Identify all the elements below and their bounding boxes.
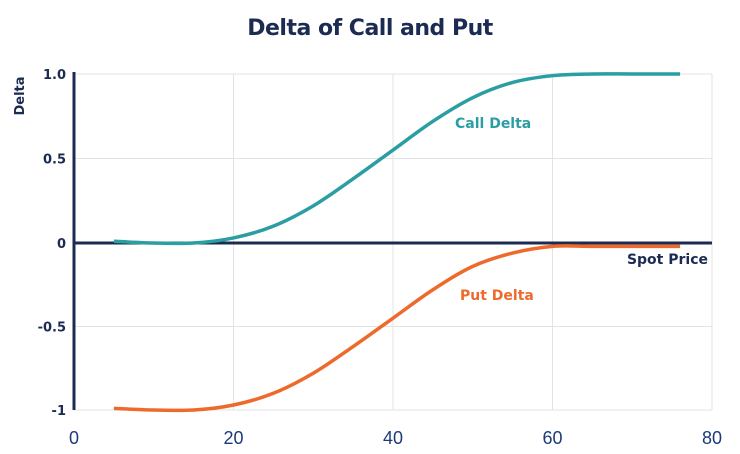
y-tick-label: 1.0: [43, 68, 66, 83]
y-tick-label: -0.5: [38, 321, 66, 336]
x-tick-label: 20: [223, 428, 243, 448]
y-tick-label: 0.5: [43, 153, 66, 168]
x-tick-label: 80: [702, 428, 722, 448]
x-tick-label: 0: [69, 428, 79, 448]
x-tick-label: 40: [383, 428, 403, 448]
chart-title: Delta of Call and Put: [247, 16, 493, 41]
put-delta-annotation: Put Delta: [460, 288, 534, 304]
y-axis-label: Delta: [13, 76, 28, 115]
x-tick-label: 60: [542, 428, 562, 448]
call-delta-line: [113, 72, 681, 246]
annotations: Call Delta Put Delta Spot Price: [455, 116, 708, 304]
y-tick-label: -1: [52, 404, 66, 419]
call-delta-annotation: Call Delta: [455, 116, 531, 132]
put-delta-line: [113, 244, 681, 413]
spot-price-annotation: Spot Price: [627, 252, 708, 268]
data-series: [113, 72, 681, 413]
y-tick-label: 0: [57, 237, 66, 252]
